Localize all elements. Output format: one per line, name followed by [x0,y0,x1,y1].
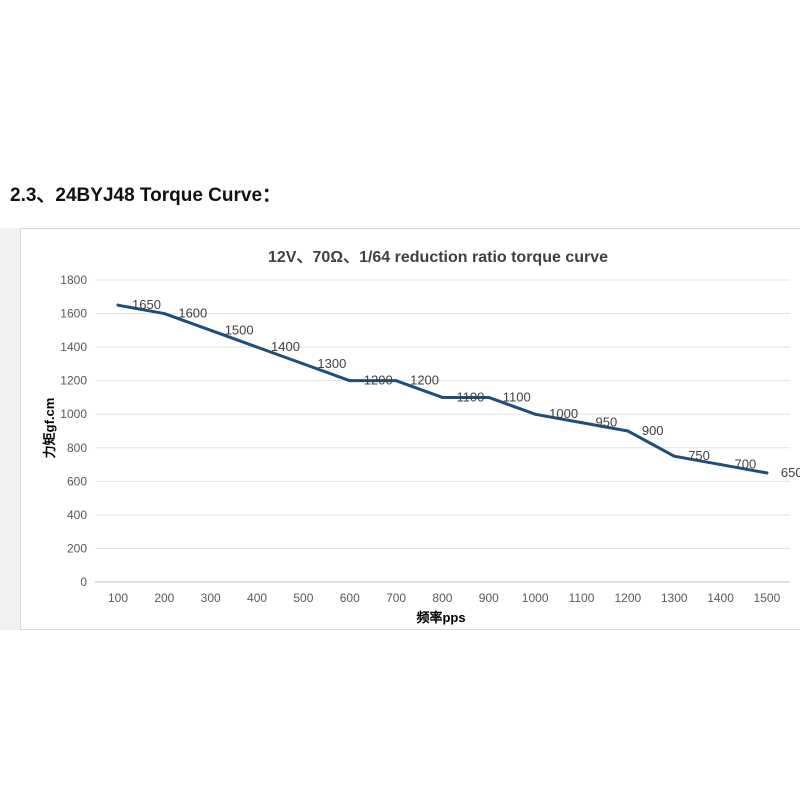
data-label: 1600 [178,306,207,321]
x-tick-label: 700 [386,591,406,605]
section-heading: 2.3、24BYJ48 Torque Curve： [10,185,282,206]
data-label: 750 [688,448,710,463]
x-axis-title: 频率pps [416,610,465,625]
x-tick-label: 500 [293,591,313,605]
data-label: 1400 [271,339,300,354]
x-tick-label: 1400 [707,591,734,605]
data-point [672,454,676,458]
data-label: 1200 [364,373,393,388]
x-tick-label: 900 [479,591,499,605]
x-tick-label: 1500 [754,591,781,605]
data-label: 1100 [456,389,484,404]
data-label: 1300 [317,356,346,371]
x-tick-label: 1000 [522,591,549,605]
gridlines [95,279,790,583]
y-tick-label: 200 [67,541,87,555]
y-tick-label: 0 [80,575,87,589]
y-axis-title: 力矩gf.cm [42,398,57,459]
data-point [765,471,769,475]
x-tick-label: 1200 [614,591,641,605]
x-axis-ticks: 100 200 300 400 500 600 700 800 900 1000 1100 1200 1… [108,591,781,605]
data-point [626,429,630,433]
y-tick-label: 1800 [60,273,87,287]
data-label: 700 [735,457,757,472]
data-label: 1000 [549,406,578,421]
data-label: 650 [781,465,800,480]
y-tick-label: 800 [67,441,87,455]
chart-panel: 12V、70Ω、1/64 reduction ratio torque curv… [0,228,800,630]
chart-frame [20,228,800,630]
data-point [394,379,398,383]
x-tick-label: 300 [201,591,221,605]
data-point [116,303,120,307]
data-point [719,463,723,467]
y-tick-label: 400 [67,508,87,522]
chart-title: 12V、70Ω、1/64 reduction ratio torque curv… [268,249,608,266]
data-point [301,362,305,366]
x-tick-label: 100 [108,591,128,605]
data-point [162,312,166,316]
data-point [440,395,444,399]
x-tick-label: 1300 [661,591,688,605]
data-label: 1200 [410,373,439,388]
x-tick-label: 1100 [569,591,595,605]
y-tick-label: 1400 [60,340,87,354]
data-label: 1100 [503,389,531,404]
data-label: 1500 [225,322,254,337]
x-tick-label: 800 [432,591,452,605]
y-tick-label: 600 [67,474,87,488]
data-point [348,379,352,383]
data-label: 900 [642,423,664,438]
data-point [580,421,583,425]
data-point [209,328,213,332]
x-tick-label: 600 [340,591,360,605]
x-tick-label: 200 [154,591,174,605]
data-point [487,395,491,399]
torque-curve-chart: 12V、70Ω、1/64 reduction ratio torque curv… [0,228,800,630]
data-label: 950 [596,415,618,430]
y-tick-label: 1600 [60,307,87,321]
y-axis-ticks: 0 200 400 600 800 1000 1200 1400 1600 1800 [60,273,87,589]
data-point [255,345,259,349]
y-tick-label: 1000 [60,407,87,421]
data-labels: 1650 1600 1500 1400 1300 1200 1200 1100 1100 1000… [132,297,800,480]
data-label: 1650 [132,297,161,312]
x-tick-label: 400 [247,591,267,605]
series-layer [116,303,769,475]
chart-frame-shadow [0,228,20,630]
y-tick-label: 1200 [60,374,87,388]
data-point [533,412,537,416]
